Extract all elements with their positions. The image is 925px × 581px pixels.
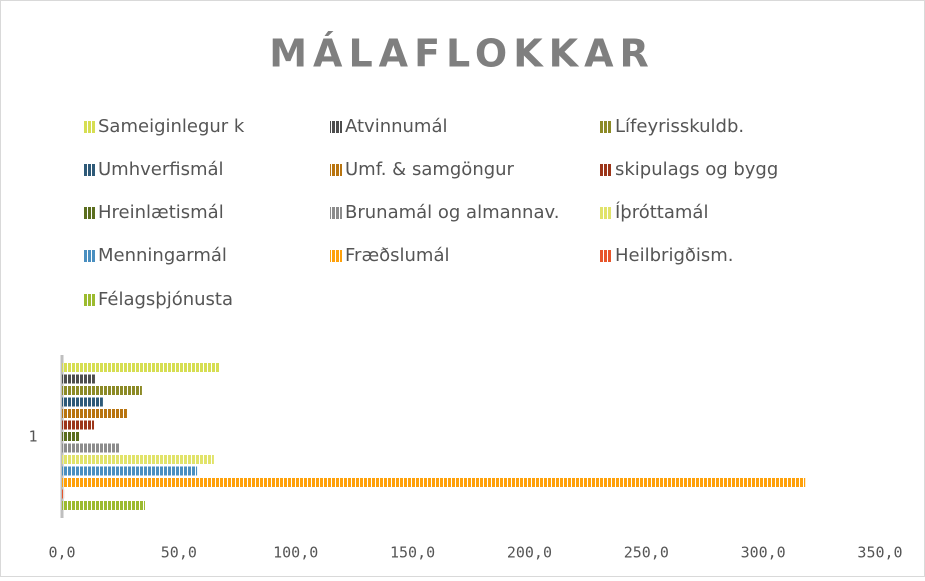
legend-swatch	[600, 164, 612, 176]
x-tick-label: 150,0	[390, 544, 435, 562]
legend-label: Menningarmál	[98, 245, 227, 266]
legend-label: Sameiginlegur k	[98, 116, 245, 137]
legend-swatch	[600, 121, 612, 133]
x-tick-label: 250,0	[624, 544, 669, 562]
legend-label: Heilbrigðism.	[615, 245, 734, 266]
legend-swatch	[83, 207, 95, 219]
legend-swatch	[600, 250, 612, 262]
x-tick-label: 300,0	[741, 544, 786, 562]
legend-label: Íþróttamál	[615, 201, 708, 223]
bar	[62, 420, 95, 430]
legend-label: Hreinlætismál	[98, 202, 224, 223]
bar	[62, 397, 103, 407]
legend-label: Fræðslumál	[345, 245, 449, 266]
legend-label: Félagsþjónusta	[98, 289, 233, 310]
chart-title: MÁLAFLOKKAR	[269, 32, 655, 76]
bar	[62, 466, 198, 476]
legend-swatch	[83, 164, 95, 176]
legend-label: skipulags og bygg	[615, 159, 778, 180]
legend-label: Umf. & samgöngur	[345, 159, 515, 180]
legend-swatch	[330, 121, 342, 133]
bar	[62, 478, 806, 487]
bar	[62, 443, 120, 453]
x-tick-label: 200,0	[507, 544, 552, 562]
legend-label: Atvinnumál	[345, 116, 448, 137]
legend-swatch	[83, 121, 95, 133]
x-tick-label: 350,0	[857, 544, 902, 562]
bar	[62, 501, 145, 510]
legend-label: Umhverfismál	[98, 159, 224, 180]
bar	[62, 386, 142, 395]
x-tick-label: 100,0	[273, 544, 318, 562]
legend-swatch	[330, 250, 342, 262]
legend-label: Lífeyrisskuldb.	[615, 116, 744, 137]
bar	[62, 363, 220, 372]
x-tick-label: 0,0	[48, 544, 75, 562]
legend-swatch	[330, 164, 342, 176]
bar	[62, 374, 95, 384]
bar	[62, 489, 65, 499]
legend-swatch	[83, 294, 95, 306]
y-tick-label: 1	[28, 428, 37, 446]
legend-label: Brunamál og almannav.	[345, 202, 559, 223]
bar	[62, 455, 214, 464]
legend-swatch	[600, 207, 612, 219]
legend-swatch	[330, 207, 342, 219]
bar	[62, 409, 127, 418]
legend-swatch	[83, 250, 95, 262]
x-tick-label: 50,0	[161, 544, 197, 562]
bar	[62, 432, 80, 441]
